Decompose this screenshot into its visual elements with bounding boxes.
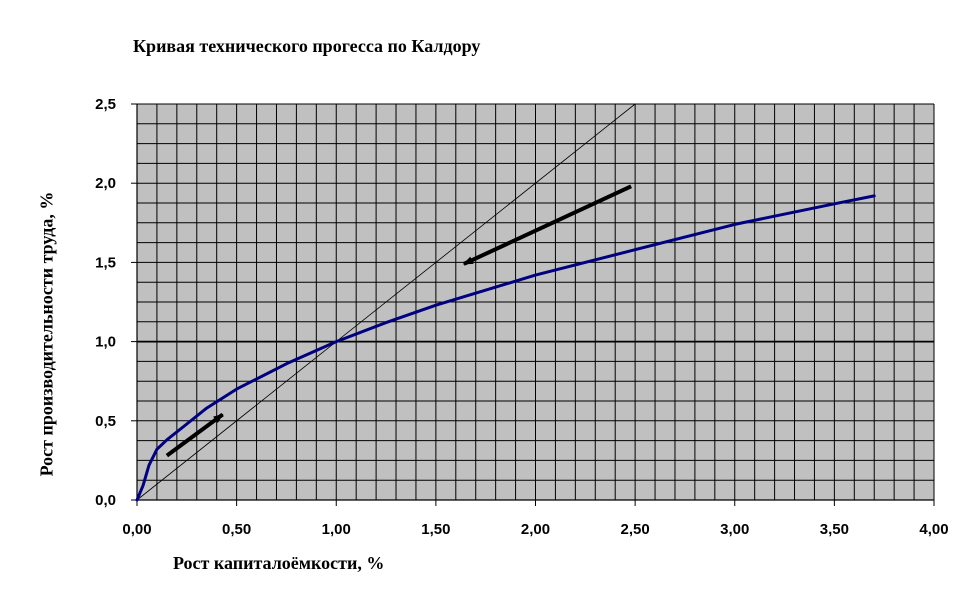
x-tick-label: 3,00 <box>720 521 749 538</box>
kaldor-curve-line <box>135 194 876 502</box>
x-tick-label: 0,50 <box>222 521 251 538</box>
y-tick-label: 1,0 <box>95 334 116 351</box>
y-tick-label: 1,5 <box>95 254 116 271</box>
x-tick-label: 1,50 <box>421 521 450 538</box>
y-tick-label: 0,0 <box>95 492 116 509</box>
x-tick-label: 1,00 <box>322 521 351 538</box>
x-tick-label: 0,00 <box>122 521 151 538</box>
y-tick-label: 0,5 <box>95 413 116 430</box>
x-tick-label: 3,50 <box>820 521 849 538</box>
y-tick-label: 2,0 <box>95 175 116 192</box>
x-tick-label: 2,00 <box>521 521 550 538</box>
arrow-up-annotation <box>165 412 224 458</box>
x-tick-label: 4,00 <box>919 521 948 538</box>
y-tick-label: 2,5 <box>95 96 116 113</box>
arrow-down-annotation <box>462 184 632 266</box>
chart-title: Кривая технического прогесса по Калдору <box>133 36 481 56</box>
diagonal-reference-line <box>136 103 636 501</box>
x-tick-label: 2,50 <box>621 521 650 538</box>
x-axis-label: Рост капиталоёмкости, % <box>173 553 385 573</box>
